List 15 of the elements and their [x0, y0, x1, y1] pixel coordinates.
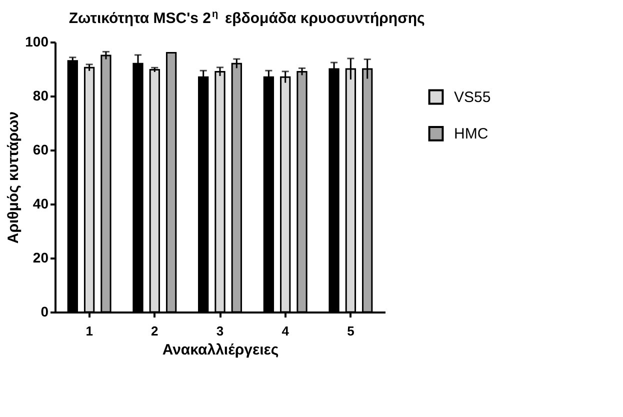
y-tick-label: 40: [32, 196, 49, 212]
x-tick-label: 5: [347, 324, 354, 338]
x-tick-label: 4: [282, 324, 290, 338]
y-tick-label: 60: [32, 142, 49, 158]
legend-label: HMC: [454, 126, 488, 143]
y-tick-label: 20: [32, 250, 49, 266]
legend-label: VS55: [454, 89, 491, 106]
y-tick-label: 0: [40, 304, 49, 320]
x-tick-label: 2: [151, 324, 158, 338]
y-tick-label: 80: [32, 88, 49, 104]
x-tick-label: 1: [86, 324, 93, 338]
y-tick-label: 100: [25, 34, 49, 50]
x-tick-label: 3: [216, 324, 224, 338]
x-axis-title: Ανακαλλιέργειες: [162, 342, 279, 358]
y-axis-title: Αριθμός κυττάρων: [5, 111, 22, 244]
